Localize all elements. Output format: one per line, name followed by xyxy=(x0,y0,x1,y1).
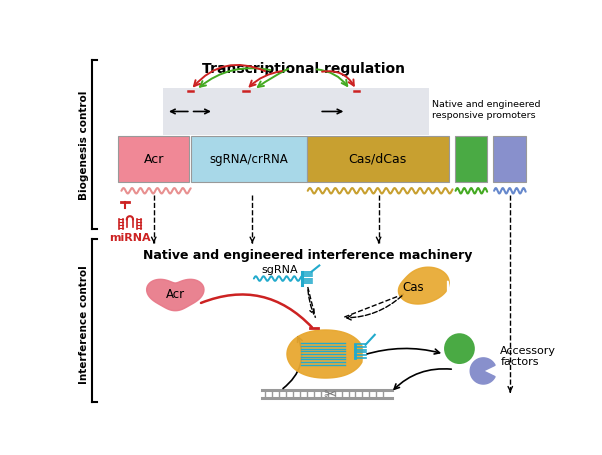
Text: miRNA: miRNA xyxy=(109,233,150,243)
FancyBboxPatch shape xyxy=(191,137,307,182)
Text: Native and engineered interference machinery: Native and engineered interference machi… xyxy=(143,248,473,261)
FancyBboxPatch shape xyxy=(163,89,429,135)
Text: sgRNA/crRNA: sgRNA/crRNA xyxy=(210,152,288,166)
FancyArrowPatch shape xyxy=(201,295,312,328)
Polygon shape xyxy=(470,358,495,384)
Circle shape xyxy=(444,334,475,364)
Text: Transcriptional regulation: Transcriptional regulation xyxy=(202,62,405,76)
FancyBboxPatch shape xyxy=(493,137,526,182)
Text: Biogenesis control: Biogenesis control xyxy=(79,91,88,200)
Text: Interference control: Interference control xyxy=(79,264,88,383)
Text: Cas: Cas xyxy=(402,280,424,293)
FancyArrowPatch shape xyxy=(322,72,354,86)
FancyBboxPatch shape xyxy=(307,137,448,182)
FancyBboxPatch shape xyxy=(119,137,189,182)
Polygon shape xyxy=(447,281,448,292)
Text: sgRNA: sgRNA xyxy=(261,265,298,275)
Polygon shape xyxy=(399,268,449,304)
Text: ✂: ✂ xyxy=(323,386,336,401)
Text: Native and engineered
responsive promoters: Native and engineered responsive promote… xyxy=(432,100,541,120)
Text: Acr: Acr xyxy=(143,152,164,166)
Polygon shape xyxy=(364,346,365,362)
Text: Cas/dCas: Cas/dCas xyxy=(349,152,407,166)
FancyBboxPatch shape xyxy=(455,137,487,182)
FancyArrowPatch shape xyxy=(317,70,347,87)
Polygon shape xyxy=(147,280,204,311)
Text: Accessory
factors: Accessory factors xyxy=(500,345,556,367)
FancyArrowPatch shape xyxy=(200,69,270,87)
FancyArrowPatch shape xyxy=(250,72,282,87)
FancyArrowPatch shape xyxy=(194,66,265,87)
FancyArrowPatch shape xyxy=(258,70,288,88)
Polygon shape xyxy=(287,330,364,378)
Text: Acr: Acr xyxy=(166,288,185,301)
